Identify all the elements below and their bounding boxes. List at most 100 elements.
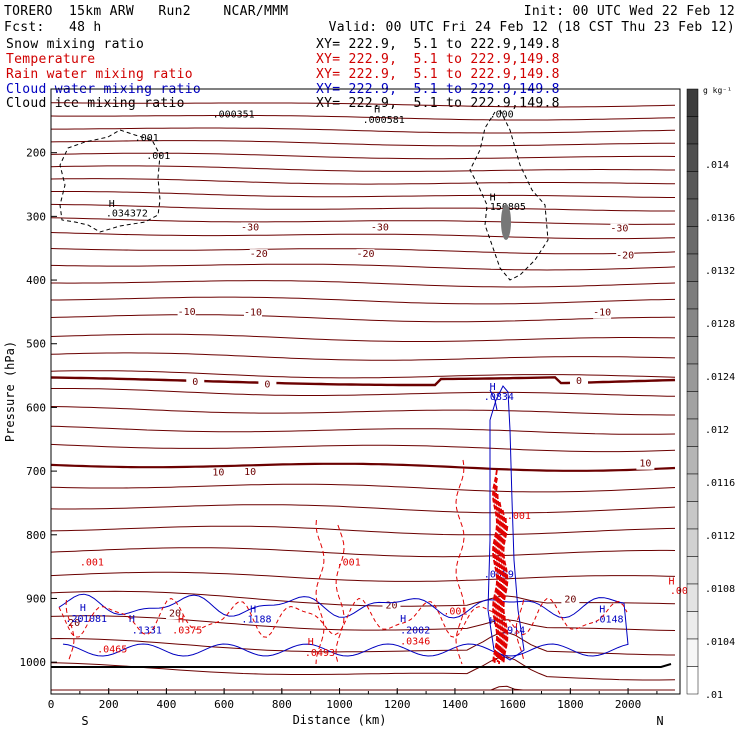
temperature-label: 20 xyxy=(169,608,181,619)
forecast-hour: Fcst: 48 h xyxy=(4,20,102,35)
temperature-line xyxy=(50,571,676,582)
cloud-label: .2002 xyxy=(400,626,430,637)
temperature-line xyxy=(50,152,676,160)
temperature-label-bg xyxy=(382,600,401,612)
colorbar-segment xyxy=(686,226,699,255)
x-axis-label: Distance (km) xyxy=(293,713,387,727)
init-time: Init: 00 UTC Wed 22 Feb 12 xyxy=(523,4,735,19)
legend-xy-rain: XY= 222.9, 5.1 to 222.9,149.8 xyxy=(316,67,560,82)
temperature-label: 0 xyxy=(264,380,270,391)
temperature-label-bg xyxy=(65,617,84,629)
temperature-label: -10 xyxy=(593,308,611,319)
x-tick-label: 400 xyxy=(156,698,176,711)
cloud-label: .1331 xyxy=(132,626,162,637)
temperature-label: -10 xyxy=(178,307,196,318)
cloud-water-column xyxy=(487,385,525,661)
y-tick-label: 500 xyxy=(26,338,46,351)
cloud-label: .1188 xyxy=(241,615,271,626)
colorbar-label: .0104 xyxy=(705,637,735,648)
temperature-label-bg xyxy=(241,466,260,478)
temperature-label-bg xyxy=(166,608,185,620)
rain-label: .0375 xyxy=(172,626,202,637)
temperature-label-bg xyxy=(636,458,655,470)
colorbar-segment xyxy=(686,666,699,695)
legend-xy-snow: XY= 222.9, 5.1 to 222.9,149.8 xyxy=(316,37,560,52)
rain-core-contour xyxy=(496,493,503,663)
temperature-line xyxy=(50,547,676,558)
temperature-line xyxy=(50,140,676,147)
colorbar-segment xyxy=(686,638,699,667)
snow-contour-right xyxy=(469,109,549,281)
endpoint-right-label: N xyxy=(656,714,663,728)
temperature-label-bg xyxy=(186,377,205,389)
x-tick-label: 800 xyxy=(272,698,292,711)
snow-label: .001 xyxy=(135,133,159,144)
colorbar-segment xyxy=(686,556,699,585)
cloud-label: H xyxy=(80,603,86,614)
x-tick-label: 1000 xyxy=(326,698,353,711)
temperature-label: 0 xyxy=(576,376,582,387)
temperature-label-bg xyxy=(209,467,228,479)
temperature-label-bg xyxy=(570,375,589,387)
temperature-label-bg xyxy=(249,249,268,261)
temperature-line xyxy=(51,388,676,397)
legend-rain: Rain water mixing ratio xyxy=(6,67,193,82)
temperature-line xyxy=(50,425,676,435)
rain-core-contour xyxy=(493,477,500,665)
rain-core-contour xyxy=(495,485,501,661)
colorbar-label: .0128 xyxy=(705,319,735,330)
colorbar-segment xyxy=(686,253,699,282)
rain-core-contour xyxy=(501,517,507,663)
rain-label: .001 xyxy=(337,557,361,568)
temperature-line xyxy=(50,203,675,212)
temperature-line xyxy=(50,590,676,607)
rain-label: H xyxy=(308,637,314,648)
colorbar-segment xyxy=(686,473,699,502)
colorbar-label: .0112 xyxy=(705,531,735,542)
colorbar-label: .014 xyxy=(705,160,729,171)
temperature-line xyxy=(50,115,676,121)
snow-contour-left xyxy=(59,129,161,233)
endpoint-left-label: S xyxy=(81,714,88,728)
rain-label: .0493 xyxy=(305,648,335,659)
rain-contour xyxy=(65,599,75,661)
temperature-line xyxy=(50,333,676,342)
x-tick-label: 600 xyxy=(214,698,234,711)
rain-core-contour xyxy=(502,525,509,665)
rain-label: H xyxy=(178,615,184,626)
cloud-label: H xyxy=(250,604,256,615)
temperature-line xyxy=(51,685,675,691)
colorbar-segment xyxy=(686,528,699,557)
y-tick-label: 200 xyxy=(26,147,46,160)
rain-contour xyxy=(515,599,525,661)
temperature-line xyxy=(50,102,676,108)
ice-label: .000351 xyxy=(213,110,255,121)
temperature-label-bg xyxy=(258,379,277,391)
cloud-label: .1081 xyxy=(77,614,107,625)
temperature-line xyxy=(50,483,676,493)
cloud-label: H xyxy=(490,616,496,627)
colorbar-segment xyxy=(686,418,699,447)
colorbar-label: .0124 xyxy=(705,372,735,383)
temperature-label-bg xyxy=(243,307,262,319)
x-tick-label: 1800 xyxy=(557,698,584,711)
colorbar-segment xyxy=(686,501,699,530)
cloud-water-band xyxy=(58,593,629,657)
rain-contour-band xyxy=(58,597,628,638)
colorbar-label: .0108 xyxy=(705,584,735,595)
temperature-label-bg xyxy=(616,250,635,262)
colorbar-label: .012 xyxy=(705,425,729,436)
colorbar-label: .0132 xyxy=(705,266,735,277)
colorbar-segment xyxy=(686,116,699,145)
rain-label: .001 xyxy=(507,511,531,522)
snow-label: .034372 xyxy=(106,208,148,219)
model-title: TORERO 15km ARW Run2 NCAR/MMM xyxy=(4,4,289,19)
temperature-line xyxy=(50,462,676,472)
ice-label: .000 xyxy=(490,110,514,121)
x-tick-label: 1200 xyxy=(384,698,411,711)
legend-xy-temperature: XY= 222.9, 5.1 to 222.9,149.8 xyxy=(316,52,560,67)
rain-contour xyxy=(455,459,465,665)
colorbar-segment xyxy=(686,336,699,365)
temperature-label-bg xyxy=(241,222,260,234)
rain-contour xyxy=(315,519,325,665)
